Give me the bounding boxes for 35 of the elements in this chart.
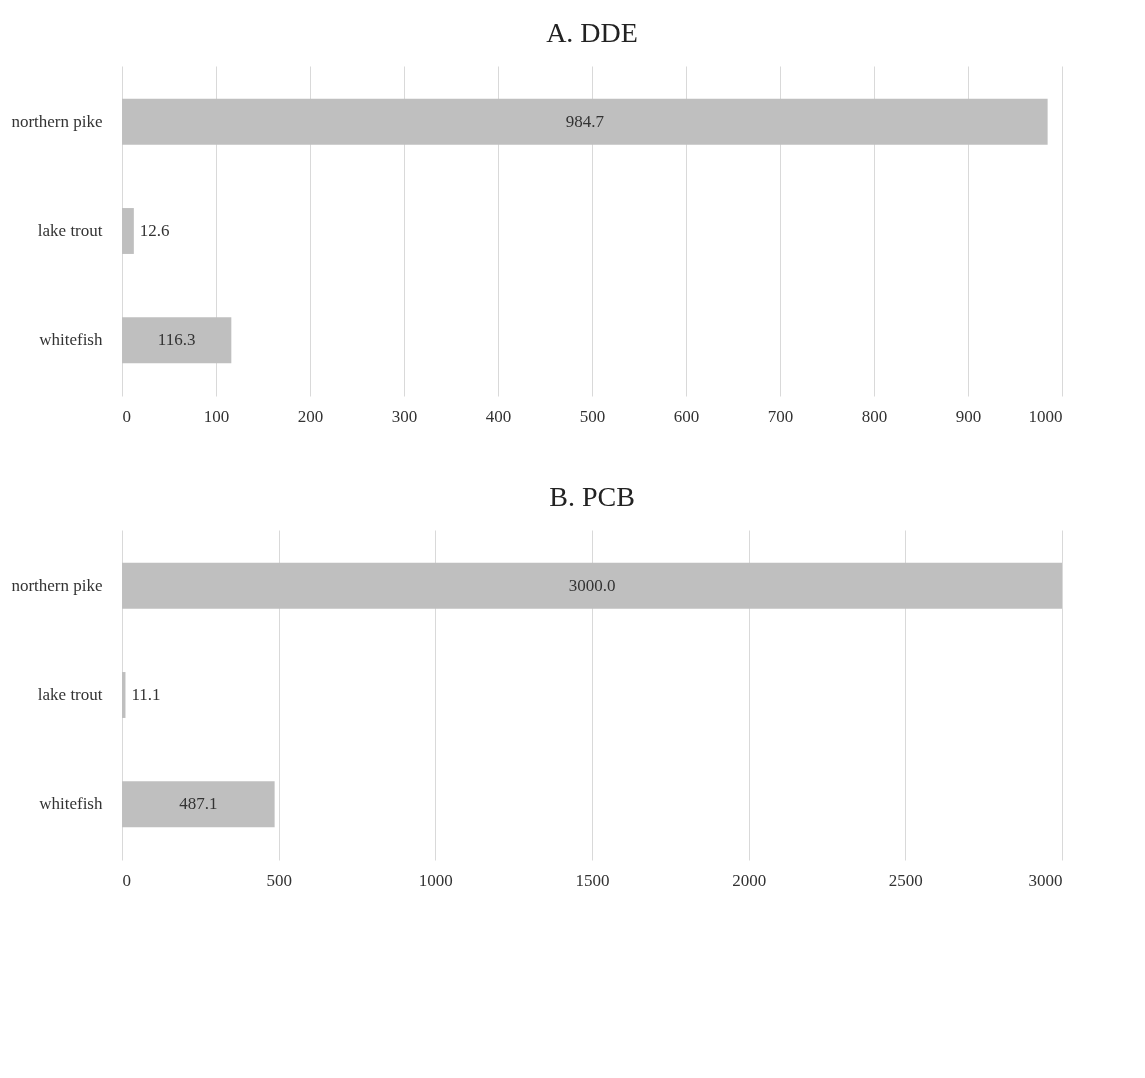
x-tick-label: 600 <box>673 406 700 426</box>
y-tick-label: whitefish <box>39 330 103 350</box>
y-tick-label: lake trout <box>37 685 103 704</box>
x-tick-label: 500 <box>579 406 606 426</box>
x-tick-label: 2000 <box>732 870 767 890</box>
data-label: 11.1 <box>131 685 161 704</box>
bar <box>122 317 232 364</box>
x-tick-label: 500 <box>266 870 292 890</box>
bar <box>122 208 134 254</box>
x-tick-label: 1500 <box>575 870 610 890</box>
x-tick-label: 900 <box>955 406 982 426</box>
data-label: 487.1 <box>179 794 218 814</box>
x-tick-label: 400 <box>485 406 512 426</box>
x-tick-label: 3000 <box>1028 870 1063 890</box>
x-tick-label: 100 <box>203 406 230 426</box>
data-label: 116.3 <box>157 330 196 350</box>
x-tick-label: 0 <box>122 406 131 426</box>
x-tick-label: 2500 <box>888 870 923 890</box>
x-tick-label: 300 <box>391 406 418 426</box>
y-tick-label: lake trout <box>37 221 103 240</box>
x-tick-label: 800 <box>861 406 888 426</box>
y-tick-label: northern pike <box>11 575 103 595</box>
data-label: 984.7 <box>565 111 605 131</box>
x-tick-label: 0 <box>122 870 131 890</box>
bar <box>122 98 1048 145</box>
x-tick-label: 1000 <box>418 870 453 890</box>
data-label: 12.6 <box>139 221 170 240</box>
y-tick-label: whitefish <box>39 794 103 814</box>
x-tick-label: 200 <box>297 406 324 426</box>
x-tick-label: 700 <box>767 406 794 426</box>
x-tick-label: 1000 <box>1028 406 1063 426</box>
y-tick-label: northern pike <box>11 111 103 131</box>
chart-title: B. PCB <box>549 481 635 512</box>
data-label: 3000.0 <box>568 575 616 595</box>
chart-title: A. DDE <box>546 17 638 48</box>
